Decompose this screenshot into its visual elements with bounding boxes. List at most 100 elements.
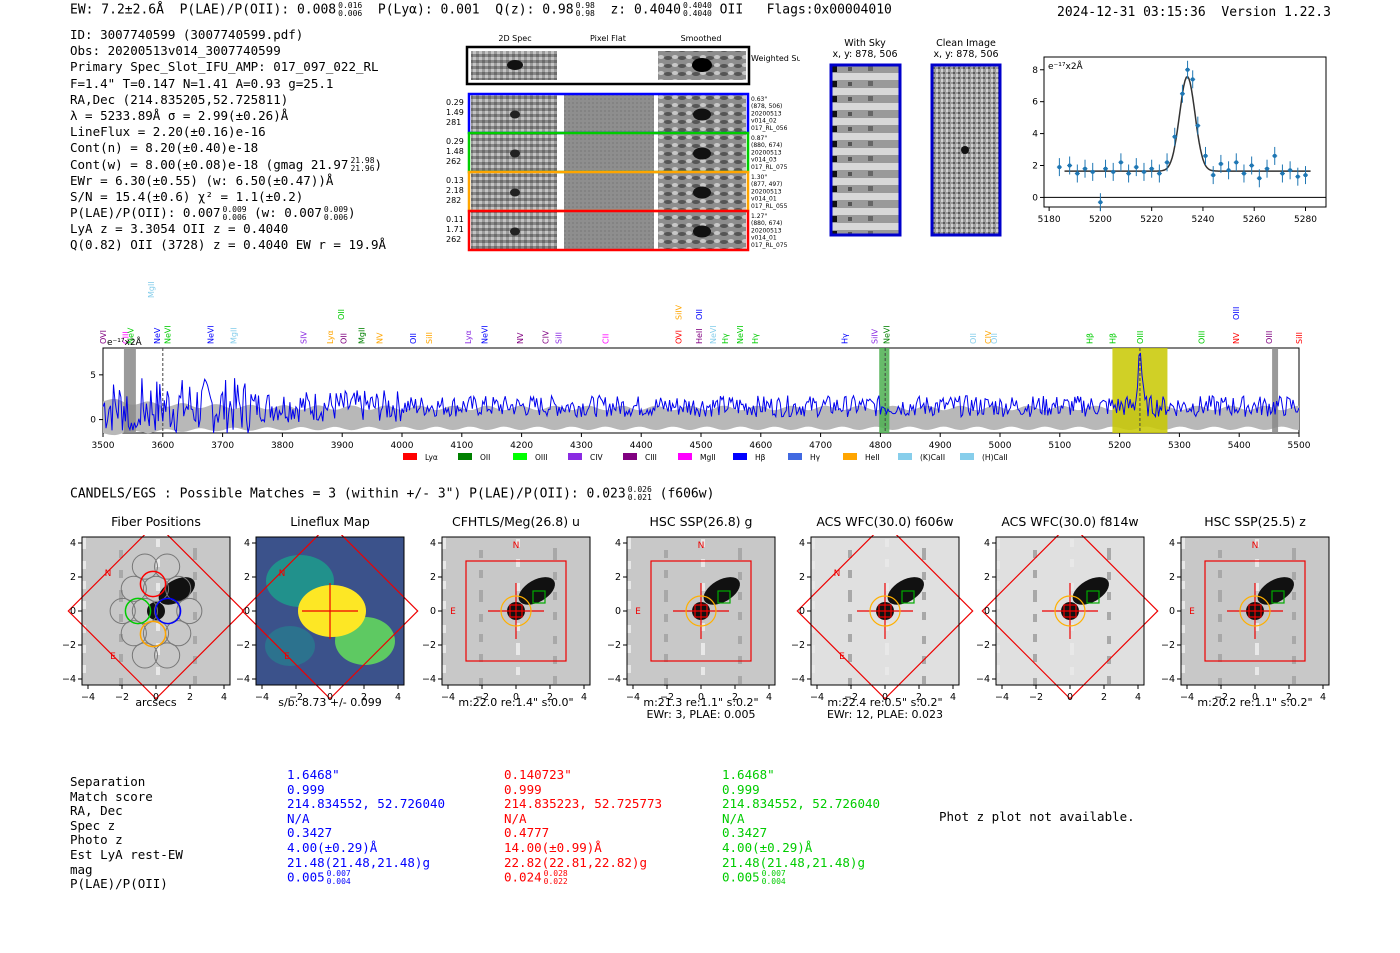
cutout-noise-pixel [738, 592, 742, 596]
cutout-noise-pixel [82, 601, 86, 605]
cutout-noise-pixel [479, 590, 483, 594]
cutout-xtick-label: 2 [547, 692, 553, 703]
cutout-xtick-label: −2 [1029, 692, 1043, 703]
cutout-noise-pixel [664, 658, 668, 662]
cutout-noise-pixel [442, 541, 446, 545]
cutout-noise-pixel [119, 550, 123, 554]
cutout-noise-pixel [82, 649, 86, 653]
cutout-noise-pixel [811, 537, 815, 541]
spec2d-row-meta: 017_RL_075 [751, 242, 788, 249]
spec2d-row-meta: (880, 674) [751, 142, 782, 149]
cutout-noise-pixel [922, 576, 926, 580]
with-sky-header: With Sky x, y: 878, 506 [820, 38, 910, 60]
zoom-fit-ytick-label: 8 [1032, 66, 1038, 76]
full-spectrum-line-label: CIV [542, 330, 551, 344]
legend-label: (H)CaII [982, 453, 1008, 462]
cutout-noise-pixel [1107, 548, 1111, 552]
full-spectrum-line-label: OIII [1265, 331, 1274, 344]
cutout-noise-pixel [82, 669, 86, 673]
legend-label: (K)CaII [920, 453, 945, 462]
cutout-noise-pixel [811, 649, 815, 653]
cutout-noise-pixel [996, 565, 1000, 569]
zoom-fit-xtick-label: 5180 [1038, 215, 1061, 225]
cutout-caption: arcsecs [135, 696, 177, 709]
cutout-noise-pixel [82, 537, 86, 541]
full-spectrum-line-label: OIII [1198, 331, 1207, 344]
cutout-noise-pixel [553, 556, 557, 560]
cutout-noise-pixel [553, 572, 557, 576]
cutout-noise-pixel [193, 656, 197, 660]
cutout-noise-pixel [996, 585, 1000, 589]
cutout-noise-pixel [922, 656, 926, 660]
full-spectrum-xtick-label: 3600 [151, 441, 174, 451]
full-spectrum-line-label: NeVI [709, 325, 718, 344]
cutout-noise-pixel [922, 556, 926, 560]
aperture-circle [1054, 595, 1086, 627]
cutout-noise-pixel [156, 539, 160, 543]
cutout-noise-pixel [885, 643, 889, 647]
cutout-noise-pixel [848, 614, 852, 618]
cutout-caption: EWr: 3, PLAE: 0.005 [646, 708, 756, 721]
cutout-noise-pixel [885, 667, 889, 671]
cutout-xtick-label: −4 [995, 692, 1009, 703]
zoom-fit-xtick-label: 5260 [1243, 215, 1266, 225]
cutout-noise-pixel [156, 559, 160, 563]
north-label: N [834, 569, 841, 579]
fiber-highlight-red [139, 570, 167, 598]
cutout-noise-pixel [627, 629, 631, 633]
cutout-noise-pixel [119, 590, 123, 594]
cutout-noise-pixel [1181, 645, 1185, 649]
cutout-noise-pixel [664, 570, 668, 574]
cutout-noise-pixel [738, 660, 742, 664]
cutout-noise-pixel [811, 565, 815, 569]
cutout-noise-pixel [1107, 616, 1111, 620]
cutout-noise-pixel [848, 638, 852, 642]
cutout-image: N E −4 4 −2 2 0 0 2 −2 4 −4 [791, 535, 974, 703]
info-lineflux: LineFlux = 2.20(±0.16)e-16 [70, 124, 266, 140]
cutout-noise-pixel [738, 552, 742, 556]
cutout-noise-pixel [1070, 643, 1074, 647]
spec2d-row-meta: v014_01 [751, 196, 777, 203]
full-spectrum-xtick-label: 4200 [510, 441, 533, 451]
cutout-noise-pixel [193, 616, 197, 620]
cutout-noise-pixel [701, 643, 705, 647]
cutout-noise-pixel [1255, 583, 1259, 587]
cutout-noise-pixel [1107, 576, 1111, 580]
cutout-noise-pixel [1218, 638, 1222, 642]
zoom-fit-ytick-label: 0 [1032, 193, 1038, 203]
full-spectrum-line-label: NeVI [736, 325, 745, 344]
candels-title: CANDELS/EGS : Possible Matches = 3 (with… [70, 485, 715, 502]
label-lya-ew: Est LyA rest-EW [70, 846, 183, 862]
cutout-noise-pixel [193, 676, 197, 680]
cutout-noise-pixel [119, 618, 123, 622]
match-box-red [878, 604, 892, 618]
info-ewr: EWr = 6.30(±0.55) (w: 6.50(±0.47))Å [70, 172, 334, 188]
cutout-noise-pixel [156, 543, 160, 547]
footprint-outline [650, 560, 752, 662]
label-match-score: Match score [70, 788, 153, 804]
cutout-noise-pixel [553, 636, 557, 640]
footprint-outline [796, 535, 974, 700]
cutout-xtick-label: −4 [255, 692, 269, 703]
cutout-ytick-label: 4 [615, 538, 621, 549]
cutout-noise-pixel [1033, 550, 1037, 554]
zoom-fit-point [1057, 165, 1062, 170]
full-spectrum-xtick-label: 3800 [271, 441, 294, 451]
with-sky-image [829, 63, 902, 237]
zoom-fit-point [1195, 123, 1200, 128]
cutout-ytick-label: 2 [244, 572, 250, 583]
fiber-circle [176, 597, 203, 625]
cutout-noise-pixel [1218, 570, 1222, 574]
cutout-noise-pixel [1292, 552, 1296, 556]
full-spectrum-xtick-label: 5200 [1108, 441, 1131, 451]
cutout-noise-pixel [442, 629, 446, 633]
cutout-noise-pixel [1033, 574, 1037, 578]
zoom-fit-point [1295, 174, 1300, 179]
cutout-noise-pixel [442, 645, 446, 649]
cutout-noise-pixel [1218, 550, 1222, 554]
plya-value: P(Lyα): 0.001 [377, 2, 480, 18]
cutout-title: Fiber Positions [111, 514, 201, 529]
zoom-fit-chart: e⁻¹⁷x2Å 5180 5200 5220 5240 5260 5280 0 2 4 6 8 [1032, 56, 1327, 225]
cutout-ytick-label: 2 [799, 572, 805, 583]
cutout-noise-pixel [479, 638, 483, 642]
